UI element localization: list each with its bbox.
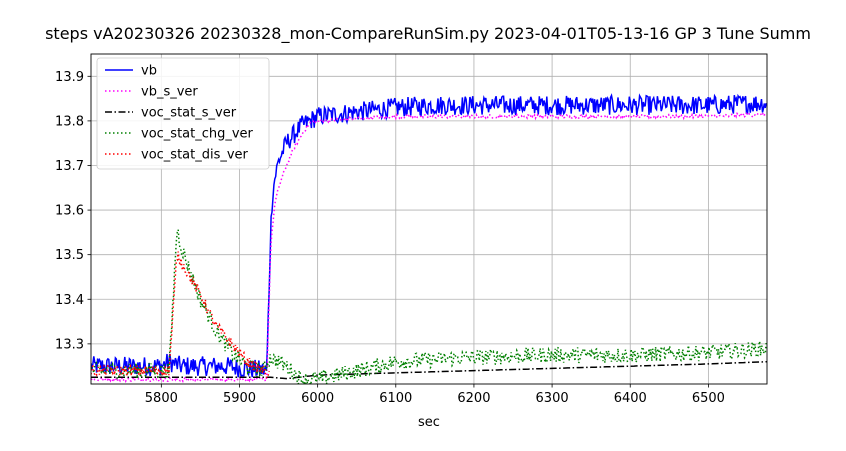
- x-tick-label: 6100: [379, 391, 412, 406]
- legend-label: vb_s_ver: [141, 85, 198, 100]
- legend: vb vb_s_ver voc_stat_s_ver voc_stat_chg_ver…: [96, 57, 270, 170]
- legend-label: voc_stat_dis_ver: [141, 148, 249, 163]
- x-tick-label: 6000: [301, 391, 334, 406]
- x-tick-label: 5900: [223, 391, 256, 406]
- series-line-voc-stat-chg-ver: [91, 229, 767, 384]
- x-axis-label: sec: [418, 415, 440, 430]
- series-line-voc-stat-s-ver: [91, 360, 767, 380]
- x-tick-label: 5800: [145, 391, 178, 406]
- series-line-vb: [91, 93, 767, 378]
- x-tick-label: 6300: [536, 391, 569, 406]
- legend-label: vb: [141, 64, 157, 79]
- plot-frame: [90, 53, 768, 385]
- axis-ticks: 5800 5900 6000 6100 6200 6300 6400 6500 13.3 13.4…: [55, 70, 725, 406]
- x-tick-label: 6400: [614, 391, 647, 406]
- y-tick-label: 13.3: [55, 337, 84, 352]
- legend-label: voc_stat_chg_ver: [141, 127, 254, 142]
- y-tick-label: 13.9: [55, 70, 84, 85]
- y-tick-label: 13.8: [55, 114, 84, 129]
- series-line-voc-stat-dis-ver: [91, 251, 270, 380]
- legend-label: voc_stat_s_ver: [141, 106, 237, 121]
- chart-title: steps vA20230326 20230328_mon-CompareRun…: [45, 24, 811, 44]
- legend-box: [96, 57, 270, 170]
- y-tick-label: 13.5: [55, 248, 84, 263]
- y-tick-label: 13.7: [55, 159, 84, 174]
- x-tick-label: 6200: [457, 391, 490, 406]
- x-tick-label: 6500: [692, 391, 725, 406]
- plot-lines: [91, 93, 767, 384]
- y-tick-label: 13.4: [55, 293, 84, 308]
- y-tick-label: 13.6: [55, 204, 84, 219]
- series-line-vb-s-ver: [91, 110, 767, 384]
